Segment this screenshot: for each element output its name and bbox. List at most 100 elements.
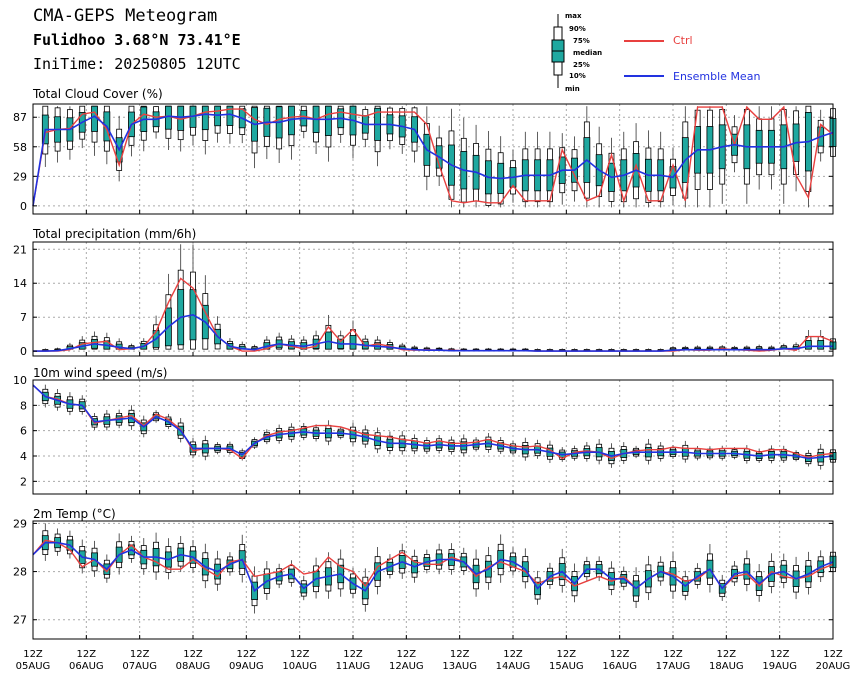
x-tick-label-date: 18AUG [709, 661, 744, 672]
box-inner [349, 335, 357, 350]
box-item [804, 105, 812, 208]
box-item [546, 131, 554, 208]
panel-1: Total Cloud Cover (%) 0 29 58 87 [13, 87, 837, 215]
legend-mean-label: Ensemble Mean [673, 70, 761, 83]
x-tick-label-hour: 12Z [450, 649, 470, 660]
x-tick-label-hour: 12Z [343, 649, 363, 660]
box-item [288, 105, 295, 160]
x-tick-label-date: 06AUG [69, 661, 104, 672]
x-tick-label-hour: 12Z [663, 649, 683, 660]
y-tick-label: 28 [13, 566, 27, 579]
y-tick-label: 29 [13, 517, 27, 530]
box-item [91, 331, 98, 350]
box-item [374, 105, 382, 167]
box-item [681, 106, 689, 208]
box-item [669, 346, 677, 351]
y-tick-label: 87 [13, 111, 27, 124]
box-item [324, 314, 332, 350]
box-item [177, 105, 185, 152]
box-item [718, 106, 726, 204]
ctrl-series-line [32, 384, 834, 460]
box-item [534, 131, 542, 208]
x-tick-label-date: 10AUG [282, 661, 317, 672]
x-tick-label-hour: 12Z [503, 649, 523, 660]
box-item [521, 131, 529, 208]
box-item [583, 106, 591, 208]
box-item [681, 345, 689, 350]
x-tick-label-date: 17AUG [656, 661, 691, 672]
box-item [460, 117, 468, 208]
box-item [361, 106, 369, 148]
x-tick-label-hour: 12Z [557, 649, 577, 660]
box-item [743, 106, 751, 204]
box-item [743, 345, 751, 350]
key-label-median: median [573, 49, 603, 57]
x-tick-label-date: 08AUG [176, 661, 211, 672]
box-item [275, 332, 283, 350]
box-item [337, 549, 345, 597]
key-label-p10: 10% [569, 72, 586, 80]
x-tick-label-date: 11AUG [336, 661, 371, 672]
box-item [152, 532, 160, 580]
box-item [755, 344, 763, 350]
x-tick-label-hour: 12Z [77, 649, 97, 660]
x-tick-label-date: 15AUG [549, 661, 584, 672]
box-item [263, 105, 271, 160]
box-item [91, 105, 98, 156]
x-tick-label-date: 16AUG [602, 661, 637, 672]
panel-title: Total precipitation (mm/6h) [32, 227, 196, 241]
y-tick-label: 8 [20, 399, 27, 412]
box-item [177, 244, 185, 350]
key-label-max: max [565, 12, 582, 20]
x-tick-label-hour: 12Z [397, 649, 417, 660]
panel-title: 2m Temp (°C) [33, 507, 116, 521]
x-tick-label-date: 12AUG [389, 661, 424, 672]
panel-2: Total precipitation (mm/6h) 0 7 14 21 [13, 227, 837, 358]
box-item [731, 345, 738, 350]
x-tick-label-date: 07AUG [122, 661, 157, 672]
y-tick-label: 29 [13, 170, 27, 183]
box-item [189, 244, 197, 350]
box-item [706, 106, 714, 208]
y-tick-label: 27 [13, 614, 27, 627]
box-inner [324, 105, 332, 136]
key-label-min: min [565, 85, 580, 93]
location-label: Fulidhoo 3.68°N 73.41°E [33, 31, 241, 49]
box-item [78, 105, 86, 149]
x-tick-label-hour: 12Z [23, 649, 43, 660]
x-tick-label-hour: 12Z [823, 649, 843, 660]
mean-series-line [32, 541, 834, 593]
box-inner [804, 340, 812, 350]
box-item [54, 106, 62, 163]
box-item [423, 106, 431, 191]
panel-3: 10m wind speed (m/s) 2 4 6 8 10 [13, 366, 837, 495]
box-inner [164, 105, 172, 130]
legend-ctrl-label: Ctrl [673, 34, 693, 47]
y-tick-label: 7 [20, 311, 27, 324]
y-tick-label: 0 [20, 200, 27, 213]
box-item [300, 105, 308, 139]
x-tick-label-hour: 12Z [717, 649, 737, 660]
x-tick-label-hour: 12Z [183, 649, 203, 660]
box-item [226, 105, 234, 144]
box-item [300, 336, 308, 350]
init-time-label: IniTime: 20250805 12UTC [33, 55, 241, 73]
key-label-p90: 90% [569, 25, 586, 33]
box-item [164, 105, 172, 151]
box-item [251, 105, 258, 169]
box-item [497, 534, 505, 583]
x-tick-label-hour: 12Z [770, 649, 790, 660]
box-item [484, 130, 492, 208]
box-inner [817, 340, 825, 350]
box-item [152, 106, 160, 139]
y-tick-label: 58 [13, 141, 27, 154]
mean-series-line [33, 313, 833, 352]
box-item [768, 345, 775, 350]
box-item [189, 105, 197, 146]
x-tick-label-hour: 12Z [290, 649, 310, 660]
y-tick-label: 4 [20, 450, 27, 463]
x-tick-label-hour: 12Z [130, 649, 150, 660]
box-item [608, 137, 615, 208]
y-tick-label: 10 [13, 374, 27, 387]
x-axis-labels: 12Z05AUG12Z06AUG12Z07AUG12Z08AUG12Z09AUG… [16, 649, 851, 672]
